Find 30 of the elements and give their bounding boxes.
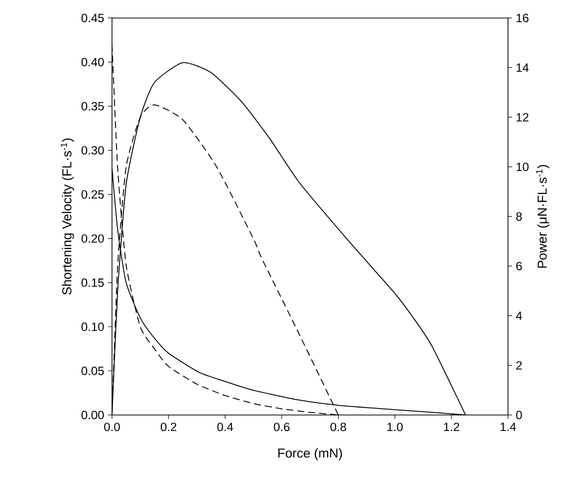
y2-tick-label: 14 (516, 64, 529, 72)
y2-axis-title: Power (μN·FL·s$^{-1}$) (536, 165, 550, 268)
x-tick-label: 0.4 (217, 422, 234, 432)
y2-tick-label: 2 (516, 361, 522, 370)
y-tick-label: 0.25 (82, 190, 104, 199)
y-tick-label: 0.30 (82, 146, 104, 155)
y2-tick-label: 10 (516, 162, 529, 172)
x-tick-label: 1.0 (387, 422, 403, 432)
y2-tick-label: 0 (516, 410, 522, 420)
y-tick-label: 0.40 (82, 58, 104, 66)
y2-tick-label: 8 (516, 212, 522, 221)
y-tick-label: 0.00 (82, 410, 104, 420)
x-axis-title: Force (mN) (278, 448, 342, 460)
x-tick-label: 0.2 (160, 422, 176, 432)
y-axis-title: Shortening Velocity (FL·s$^{-1}$) (60, 138, 74, 295)
y-tick-label: 0.20 (82, 234, 104, 243)
x-tick-label: 0.8 (330, 422, 346, 432)
y2-tick-label: 6 (516, 262, 522, 270)
x-tick-label: 1.2 (444, 422, 460, 432)
y-tick-label: 0.10 (82, 322, 104, 331)
y-tick-label: 0.05 (82, 366, 104, 376)
y-tick-label: 0.45 (82, 14, 104, 22)
x-tick-label: 1.4 (500, 422, 516, 431)
x-tick-label: 0.6 (274, 422, 290, 432)
y2-tick-label: 12 (516, 113, 528, 122)
y-tick-label: 0.35 (82, 102, 104, 110)
x-tick-label: 0.0 (104, 422, 120, 432)
y2-tick-label: 16 (516, 14, 528, 22)
y2-tick-label: 4 (516, 312, 522, 320)
y-tick-label: 0.15 (82, 278, 104, 287)
